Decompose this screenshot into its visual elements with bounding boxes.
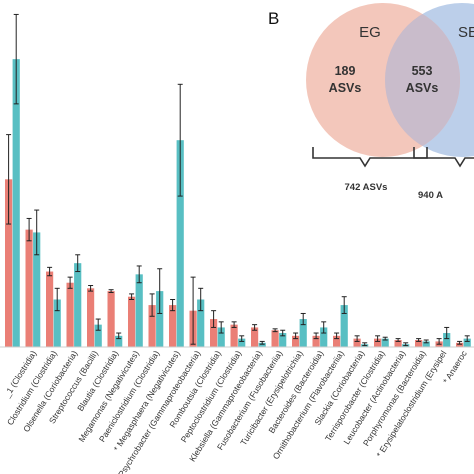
x-tick-labels: _1 (Clostridia)Clostridium (Clostridia)O… (1, 348, 469, 474)
bar-s1-0 (5, 179, 13, 347)
bar-s1-7 (148, 305, 156, 347)
bar-s1-15 (312, 335, 320, 347)
bar-s1-2 (46, 271, 54, 347)
bar-s2-13 (279, 333, 287, 347)
venn-label-eg: EG (359, 24, 381, 41)
bar-s1-12 (251, 327, 259, 347)
bar-s1-8 (169, 305, 177, 347)
bar-s1-16 (333, 335, 341, 347)
bar-s2-22 (463, 338, 471, 347)
panel-label-b: B (268, 9, 279, 28)
venn-label-se: SE (458, 24, 474, 41)
bar-s2-18 (381, 338, 389, 347)
bar-s2-16 (340, 305, 348, 347)
bar-s2-20 (422, 341, 430, 347)
bar-s1-6 (128, 296, 136, 347)
venn-unit-eg-only: ASVs (329, 81, 362, 95)
bar-s2-4 (94, 324, 102, 347)
bar-s2-1 (33, 232, 41, 347)
venn-count-eg-only: 189 (335, 64, 356, 78)
venn-count-shared: 553 (412, 64, 433, 78)
bar-s2-9 (197, 299, 205, 347)
total-se: 940 A (418, 190, 443, 201)
bar-s1-4 (87, 288, 95, 347)
bar-s2-2 (53, 299, 61, 347)
bar-s1-14 (292, 335, 300, 347)
bar-s2-5 (115, 335, 123, 347)
bar-s1-11 (230, 324, 238, 347)
bar-s1-10 (210, 319, 218, 347)
bar-s2-6 (135, 274, 143, 347)
bar-s1-5 (107, 291, 115, 347)
bar-s2-21 (443, 333, 451, 347)
bar-s1-1 (25, 229, 33, 347)
bar-s2-3 (74, 263, 82, 347)
bar-s2-7 (156, 291, 164, 347)
total-eg: 742 ASVs (345, 182, 388, 193)
bar-s2-14 (299, 319, 307, 347)
brace-se (413, 147, 474, 168)
bar-s2-11 (238, 338, 246, 347)
bar-s2-12 (258, 342, 266, 347)
bar-s2-15 (320, 327, 328, 347)
bar-s1-3 (66, 282, 74, 347)
bar-s1-22 (456, 342, 464, 347)
venn-diagram-b: B EG SE 189 ASVs 553 ASVs 742 ASVs 940 A (268, 0, 474, 205)
bar-s2-0 (12, 59, 20, 347)
bar-s1-17 (353, 338, 361, 347)
venn-unit-shared: ASVs (406, 81, 439, 95)
bar-s1-20 (415, 340, 423, 347)
bar-s1-13 (271, 330, 279, 347)
bar-s1-18 (374, 338, 382, 347)
bar-chart-a (5, 13, 471, 347)
venn-overlap (385, 3, 460, 157)
bar-s2-10 (217, 327, 225, 347)
bar-s2-8 (176, 140, 184, 347)
bar-s1-19 (394, 340, 402, 347)
